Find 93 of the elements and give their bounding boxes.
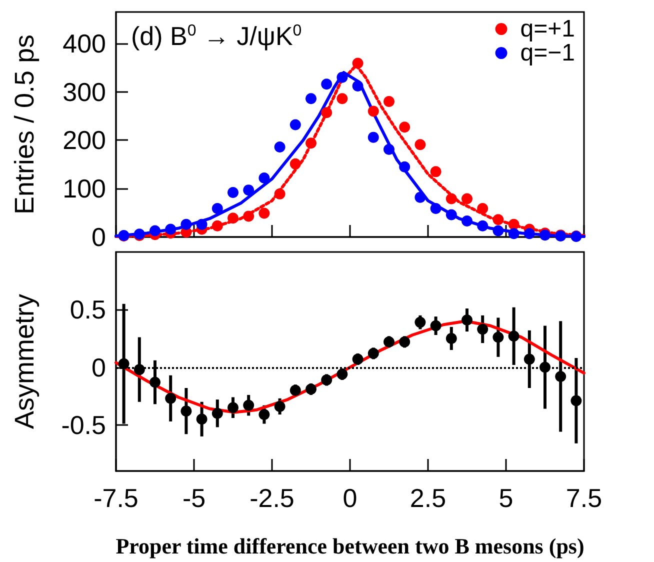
point <box>352 58 364 69</box>
point <box>150 225 160 236</box>
point <box>274 400 286 412</box>
point <box>336 368 348 380</box>
y-tick-label: 300 <box>62 76 106 107</box>
point <box>336 93 348 104</box>
x-tick-label: 0 <box>342 483 358 513</box>
point <box>492 214 504 226</box>
point <box>290 384 301 396</box>
point <box>150 376 160 388</box>
y-tick-label: -0.5 <box>61 410 106 440</box>
point <box>384 336 394 348</box>
point <box>290 119 301 130</box>
point <box>274 188 286 200</box>
point <box>508 218 520 230</box>
point <box>368 132 379 143</box>
point <box>212 408 223 419</box>
point <box>196 218 208 230</box>
point <box>258 409 270 420</box>
y-tick-label: 0 <box>92 222 106 252</box>
point <box>555 370 566 382</box>
point <box>336 72 348 83</box>
point <box>321 78 332 90</box>
x-tick-label: 7.5 <box>566 483 602 513</box>
x-axis-title: Proper time difference between two B mesons (ps) <box>116 534 584 558</box>
x-tick-label: 2.5 <box>410 483 446 513</box>
point <box>321 107 332 118</box>
point <box>399 161 410 172</box>
point <box>399 122 410 133</box>
point <box>352 80 364 92</box>
point <box>430 320 442 332</box>
y-tick-label: 0.5 <box>70 294 106 325</box>
point <box>384 144 394 155</box>
point <box>492 332 504 343</box>
x-tick-label: 5 <box>498 483 514 513</box>
point <box>477 324 488 335</box>
point <box>290 158 301 170</box>
y-axis-title: Asymmetry <box>10 294 40 429</box>
point <box>462 216 472 227</box>
y-tick-label: 400 <box>62 28 106 58</box>
point <box>228 402 238 414</box>
point <box>462 193 472 204</box>
point <box>118 358 130 370</box>
point <box>414 192 426 203</box>
point <box>228 212 238 224</box>
point <box>306 93 316 104</box>
x-tick-label: -2.5 <box>250 483 294 513</box>
point <box>430 202 442 214</box>
point <box>134 364 145 376</box>
point <box>352 354 364 365</box>
point <box>368 348 379 359</box>
y-tick-label: 0 <box>92 352 106 382</box>
point <box>306 138 316 149</box>
point <box>180 406 192 417</box>
y-tick-label: 100 <box>62 174 106 204</box>
point <box>243 210 254 222</box>
point <box>477 202 488 214</box>
point <box>243 400 254 411</box>
point <box>258 208 270 219</box>
point <box>306 384 316 395</box>
y-axis-title: Entries / 0.5 ps <box>10 34 40 215</box>
point <box>508 228 520 240</box>
point <box>258 172 270 184</box>
point <box>321 374 332 386</box>
point <box>165 224 176 235</box>
point <box>274 142 286 152</box>
point <box>446 332 457 344</box>
point <box>462 314 472 326</box>
point <box>399 336 410 348</box>
point <box>430 166 442 178</box>
point <box>446 193 457 204</box>
point <box>477 220 488 232</box>
legend-label: q=+1 <box>520 16 576 42</box>
x-tick-label: -5 <box>182 483 206 513</box>
point <box>180 218 192 230</box>
point <box>414 316 426 328</box>
point <box>524 228 535 240</box>
point <box>446 209 457 220</box>
point <box>165 392 176 404</box>
point <box>212 202 223 214</box>
point <box>212 220 223 232</box>
y-tick-label: 200 <box>62 125 106 156</box>
point <box>508 330 520 342</box>
point <box>228 186 238 198</box>
point <box>368 106 379 117</box>
point <box>243 184 254 196</box>
point <box>492 225 504 236</box>
point <box>414 139 426 150</box>
point <box>196 414 208 425</box>
point <box>570 395 582 406</box>
point <box>384 96 394 108</box>
point <box>524 354 535 365</box>
x-tick-label: -7.5 <box>94 483 138 513</box>
